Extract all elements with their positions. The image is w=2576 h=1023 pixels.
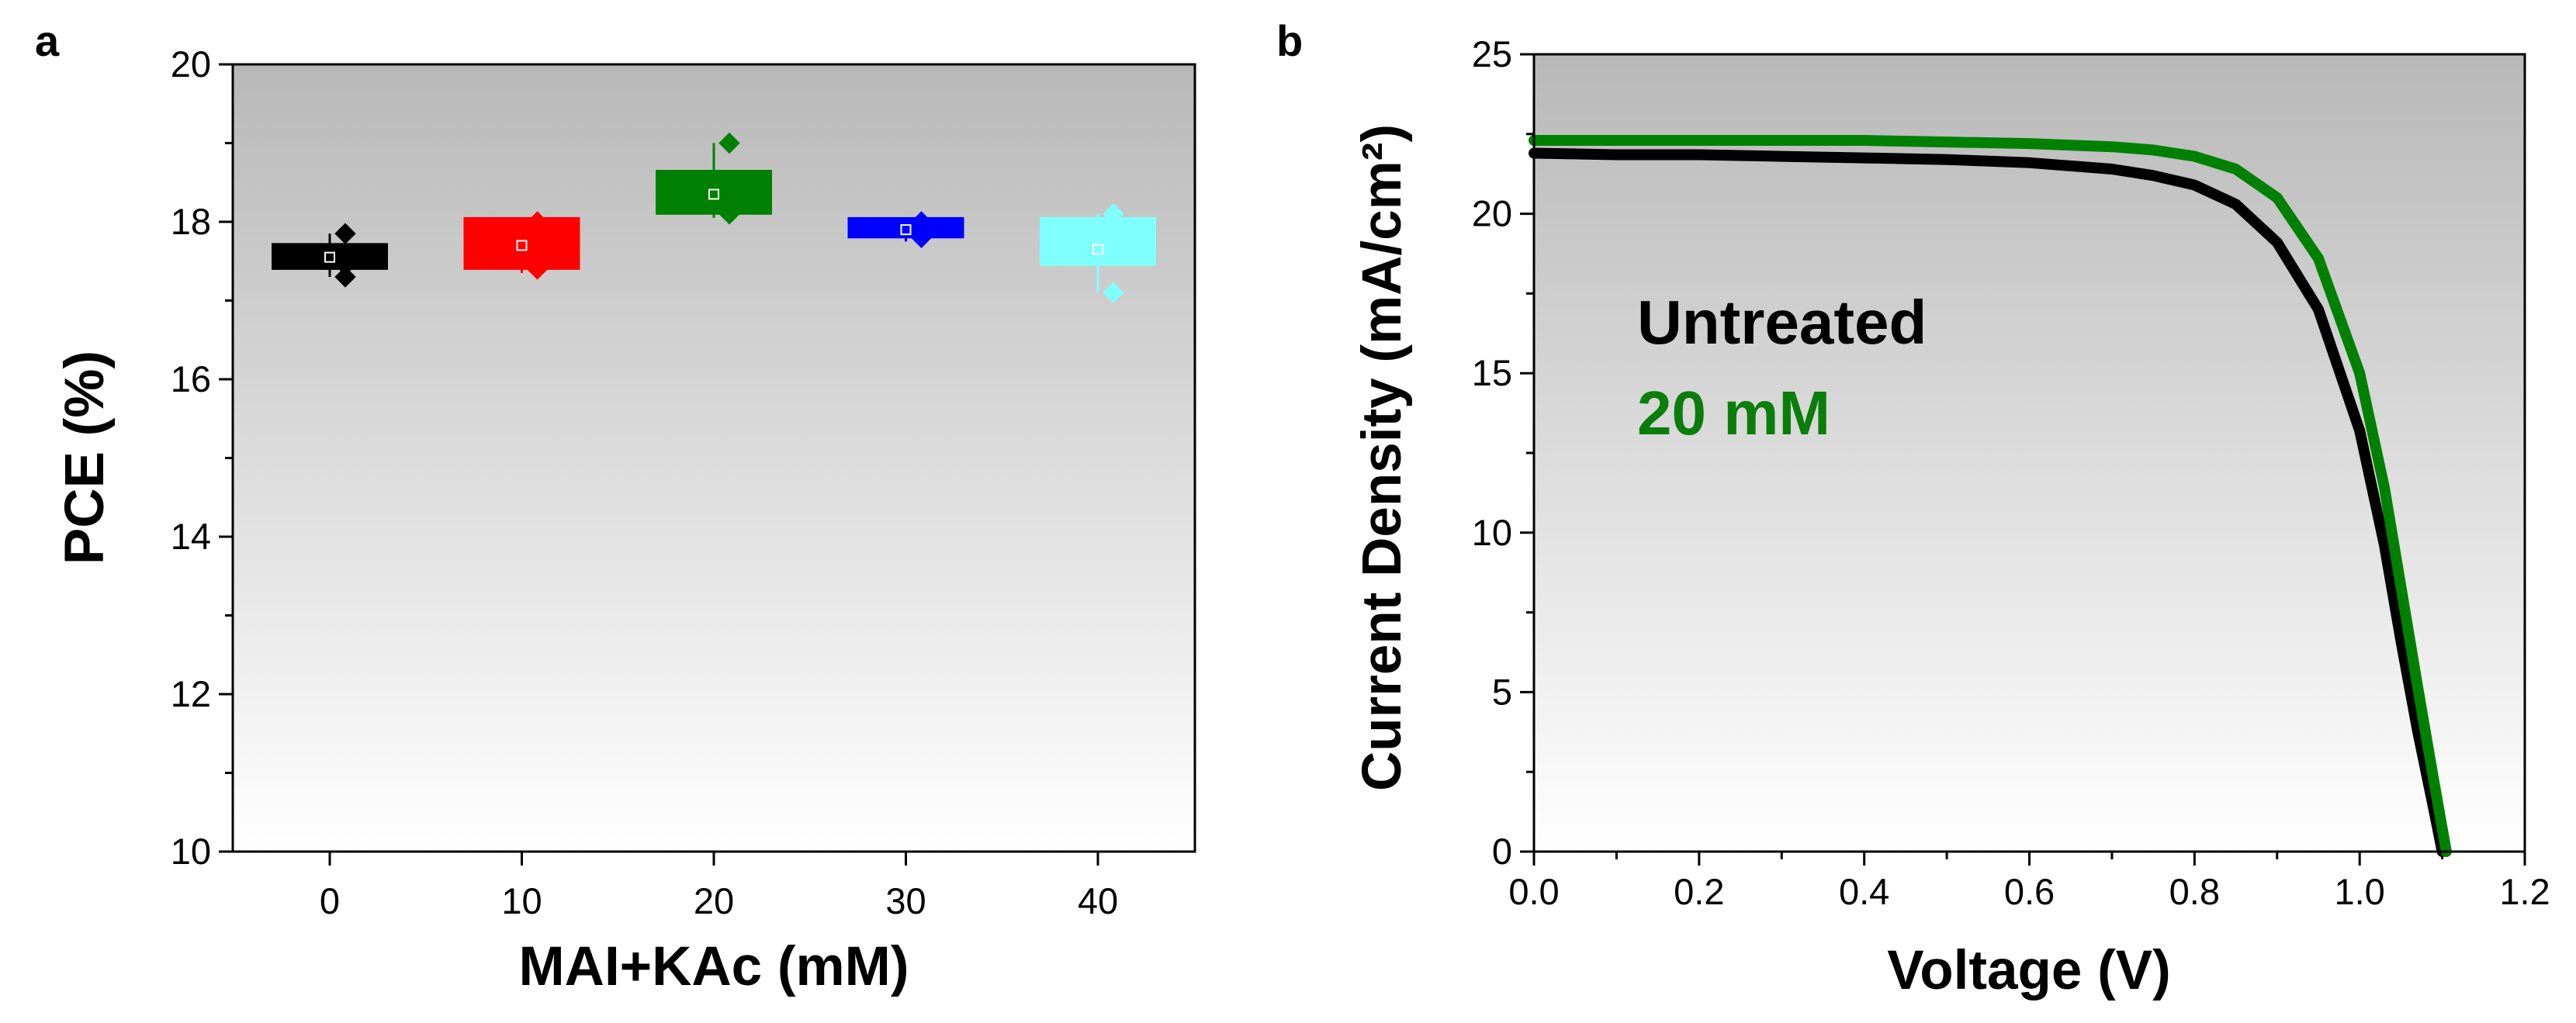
x-tick-label-a: 20	[694, 880, 734, 921]
data-point	[910, 211, 933, 233]
y-tick-label-a: 18	[171, 201, 211, 242]
mean-marker	[1092, 244, 1103, 255]
box	[1040, 216, 1156, 266]
data-point	[526, 211, 549, 233]
data-point	[334, 242, 356, 264]
data-point	[1103, 282, 1124, 304]
data-point	[910, 226, 933, 249]
x-tick-label-b: 0.0	[1508, 871, 1559, 912]
y-axis-ticks-b: 0 5 10 15 20 25	[1472, 33, 1534, 872]
x-tick-label-b: 0.6	[2004, 871, 2055, 912]
y-tick-label-a: 20	[171, 43, 211, 85]
box-series-a	[272, 132, 1156, 304]
y-tick-label-b: 15	[1472, 352, 1512, 393]
legend-untreated: Untreated	[1637, 288, 1927, 357]
x-axis-title-b: Voltage (V)	[1887, 940, 2171, 1001]
mean-marker	[516, 240, 528, 251]
x-axis-ticks-b: 0.0 0.2 0.4 0.6 0.8 1.0 1.2	[1508, 852, 2550, 912]
mean-marker	[900, 224, 912, 236]
line-series-b	[1529, 135, 2452, 857]
x-tick-label-a: 40	[1078, 880, 1118, 921]
panel-label-b: b	[1276, 16, 1303, 65]
box	[656, 170, 772, 215]
data-point	[334, 266, 356, 288]
data-point	[718, 203, 740, 225]
box	[463, 216, 580, 270]
x-tick-label-b: 0.2	[1674, 871, 1724, 912]
x-tick-label-b: 0.4	[1839, 871, 1889, 912]
data-point	[526, 258, 549, 280]
y-axis-title-a: PCE (%)	[54, 351, 116, 565]
panel-b: b 0 5 10 15 20 25 0.0 0.2 0.4 0.6 0.8 1.0 1.2 Untre…	[1276, 16, 2550, 1001]
y-tick-label-b: 0	[1492, 831, 1512, 872]
data-point	[718, 132, 740, 154]
x-tick-label-b: 1.0	[2334, 871, 2384, 912]
y-axis-title-b: Current Density (mA/cm²)	[1352, 124, 1413, 791]
x-tick-label-b: 0.8	[2169, 871, 2220, 912]
x-axis-ticks-a: 0 10 20 30 40	[320, 852, 1118, 921]
data-point	[334, 254, 356, 276]
y-tick-label-b: 20	[1472, 193, 1512, 234]
box-group-0	[272, 223, 388, 288]
data-point	[1103, 238, 1124, 261]
plot-frame-a	[231, 63, 1196, 853]
y-tick-label-b: 10	[1472, 512, 1512, 553]
plot-frame-b	[1532, 53, 2526, 853]
box-group-30	[847, 211, 964, 249]
box-group-20	[656, 132, 772, 225]
legend-20mm: 20 mM	[1637, 378, 1830, 448]
mean-marker	[324, 251, 335, 263]
panel-label-a: a	[35, 16, 60, 65]
y-tick-label-b: 25	[1472, 33, 1512, 74]
panel-a: a 10 12 14 16 18 20 0 10 20 30 40 MAI+KAc (mM) PC…	[35, 16, 1196, 997]
y-tick-label-a: 10	[171, 831, 211, 872]
series-line-20-mm	[1529, 135, 2452, 857]
x-axis-title-a: MAI+KAc (mM)	[519, 936, 909, 997]
y-tick-label-a: 12	[171, 673, 211, 714]
x-tick-label-a: 0	[320, 880, 340, 921]
data-point	[334, 223, 356, 244]
y-tick-label-a: 16	[171, 358, 211, 399]
series-line-untreated	[1529, 147, 2448, 857]
mean-marker	[708, 188, 719, 200]
y-tick-label-b: 5	[1492, 671, 1512, 712]
x-tick-label-a: 10	[501, 880, 542, 921]
data-point	[718, 171, 740, 193]
data-point	[1103, 203, 1124, 225]
x-tick-label-a: 30	[885, 880, 926, 921]
box-group-40	[1040, 203, 1156, 304]
y-tick-label-a: 14	[171, 516, 211, 557]
x-tick-label-b: 1.2	[2499, 871, 2550, 912]
y-axis-ticks-a: 10 12 14 16 18 20	[171, 43, 233, 872]
box-group-10	[463, 211, 580, 280]
